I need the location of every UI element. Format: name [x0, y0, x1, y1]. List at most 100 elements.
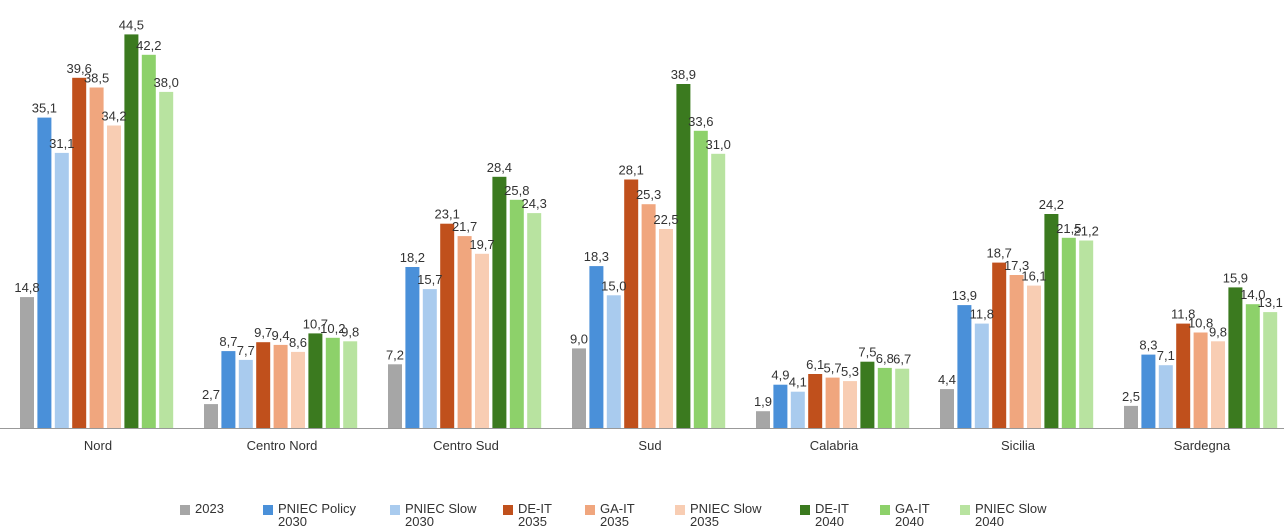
bar-calabria-de-it-2035 — [808, 374, 823, 428]
data-label: 2,7 — [202, 387, 220, 402]
bar-sud-2023 — [572, 348, 586, 428]
bar-nord-pniec-slow-2040 — [159, 91, 174, 429]
legend-label: GA-IT 2035 — [600, 501, 635, 529]
bar-sardegna-de-it-2035 — [1176, 323, 1191, 428]
data-label: 9,7 — [254, 325, 272, 340]
category-labels-layer: Nord Centro Nord Centro Sud Sud Calabria Sici… — [84, 438, 1231, 453]
data-label: 7,1 — [1157, 348, 1175, 363]
bar-sicilia-de-it-2040 — [1044, 214, 1059, 428]
bar-nord-ga-it-2035 — [89, 87, 104, 428]
bar-calabria-ga-it-2035 — [825, 377, 840, 428]
legend-item-pniec-slow-2030: PNIEC Slow 2030 — [390, 502, 477, 528]
data-label: 38,9 — [671, 67, 696, 82]
bar-centro-nord-pniec-slow-2030 — [238, 359, 253, 428]
bar-centro-nord-pniec-slow-2035 — [291, 351, 305, 428]
bar-centro-sud-de-it-2040 — [492, 176, 507, 428]
data-label: 15,0 — [601, 278, 626, 293]
value-labels-layer: 14,8 35,1 31,1 39,638,5 34,2 44,5 42,2 38,0 2,7 8… — [14, 17, 1283, 409]
data-label: 13,9 — [952, 288, 977, 303]
data-label: 24,2 — [1039, 197, 1064, 212]
legend-item-ga-it-2040: GA-IT 2040 — [880, 502, 930, 528]
data-label: 21,5 — [1056, 221, 1081, 236]
data-label: 31,0 — [706, 137, 731, 152]
category-label-sicilia: Sicilia — [1001, 438, 1036, 453]
data-label: 39,6 — [67, 61, 92, 76]
data-label: 7,5 — [858, 345, 876, 360]
bar-centro-nord-2023 — [204, 404, 218, 428]
bar-calabria-de-it-2040 — [860, 361, 875, 428]
data-label: 21,7 — [452, 219, 477, 234]
category-label-sardegna: Sardegna — [1174, 438, 1231, 453]
bar-sud-pniec-slow-2030 — [606, 295, 621, 428]
bar-centro-sud-pniec-slow-2040 — [527, 213, 542, 428]
legend-item-de-it-2040: DE-IT 2040 — [800, 502, 849, 528]
data-label: 4,1 — [789, 375, 807, 390]
bar-calabria-pniec-slow-2030 — [790, 391, 805, 428]
category-label-centro-nord: Centro Nord — [247, 438, 318, 453]
data-label: 38,0 — [154, 75, 179, 90]
data-label: 44,5 — [119, 17, 144, 32]
legend-item-pniec-slow-2040: PNIEC Slow 2040 — [960, 502, 1047, 528]
bar-centro-sud-pniec-policy-2030 — [405, 267, 420, 428]
legend-swatch — [960, 505, 970, 515]
data-label: 15,9 — [1223, 270, 1248, 285]
data-label: 11,8 — [1171, 307, 1195, 322]
category-label-sud: Sud — [638, 438, 661, 453]
bar-calabria-2023 — [756, 411, 770, 428]
legend-swatch — [390, 505, 400, 515]
data-label: 15,7 — [417, 272, 442, 287]
bar-sardegna-ga-it-2035 — [1193, 332, 1208, 428]
data-label: 25,3 — [636, 187, 661, 202]
bar-sardegna-pniec-slow-2035 — [1211, 341, 1225, 428]
data-label: 35,1 — [32, 101, 57, 116]
bar-nord-pniec-slow-2030 — [54, 152, 69, 428]
bar-centro-sud-ga-it-2035 — [457, 236, 472, 428]
bar-nord-pniec-policy-2030 — [37, 117, 52, 428]
bar-nord-pniec-slow-2035 — [107, 125, 121, 428]
legend-label: PNIEC Slow 2030 — [405, 501, 477, 529]
legend-swatch — [585, 505, 595, 515]
data-label: 6,8 — [876, 351, 894, 366]
data-label: 9,0 — [570, 331, 588, 346]
bar-centro-nord-pniec-slow-2040 — [343, 341, 358, 428]
legend-label: 2023 — [195, 501, 224, 516]
legend-swatch — [880, 505, 890, 515]
bar-centro-sud-pniec-slow-2030 — [422, 289, 437, 428]
bar-centro-sud-pniec-slow-2035 — [475, 253, 489, 428]
data-label: 9,8 — [341, 324, 359, 339]
bar-sud-de-it-2035 — [624, 179, 639, 428]
bar-centro-sud-2023 — [388, 364, 402, 428]
bar-sud-pniec-slow-2035 — [659, 229, 673, 428]
bar-sardegna-de-it-2040 — [1228, 287, 1243, 428]
data-label: 18,7 — [987, 246, 1012, 261]
legend-label: PNIEC Slow 2035 — [690, 501, 762, 529]
bar-calabria-pniec-slow-2040 — [895, 368, 910, 428]
bar-sardegna-pniec-slow-2040 — [1263, 312, 1278, 428]
bar-calabria-pniec-slow-2035 — [843, 381, 857, 428]
data-label: 6,7 — [893, 352, 911, 367]
data-label: 7,2 — [386, 347, 404, 362]
bar-sud-ga-it-2035 — [641, 204, 656, 428]
bar-centro-nord-de-it-2040 — [308, 333, 323, 428]
bar-chart: 14,8 35,1 31,1 39,638,5 34,2 44,5 42,2 38,0 2,7 8… — [0, 17, 1284, 453]
data-label: 1,9 — [754, 394, 772, 409]
bar-centro-nord-de-it-2035 — [256, 342, 271, 428]
legend-swatch — [263, 505, 273, 515]
data-label: 18,3 — [584, 249, 609, 264]
data-label: 10,7 — [303, 316, 328, 331]
legend-swatch — [675, 505, 685, 515]
category-label-centro-sud: Centro Sud — [433, 438, 499, 453]
bar-sardegna-pniec-policy-2030 — [1141, 354, 1156, 428]
legend-label: PNIEC Slow 2040 — [975, 501, 1047, 529]
legend-item-ga-it-2035: GA-IT 2035 — [585, 502, 635, 528]
bar-centro-nord-pniec-policy-2030 — [221, 351, 236, 428]
bar-sud-pniec-slow-2040 — [711, 153, 726, 429]
data-label: 38,5 — [84, 71, 109, 86]
bar-sicilia-pniec-slow-2030 — [974, 323, 989, 428]
chart-legend: 2023 PNIEC Policy 2030 PNIEC Slow 2030 DE-I… — [180, 502, 1180, 532]
data-label: 13,1 — [1258, 295, 1283, 310]
data-label: 11,8 — [970, 307, 994, 322]
data-label: 5,3 — [841, 364, 859, 379]
data-label: 31,1 — [49, 136, 74, 151]
bar-sicilia-de-it-2035 — [992, 262, 1007, 428]
